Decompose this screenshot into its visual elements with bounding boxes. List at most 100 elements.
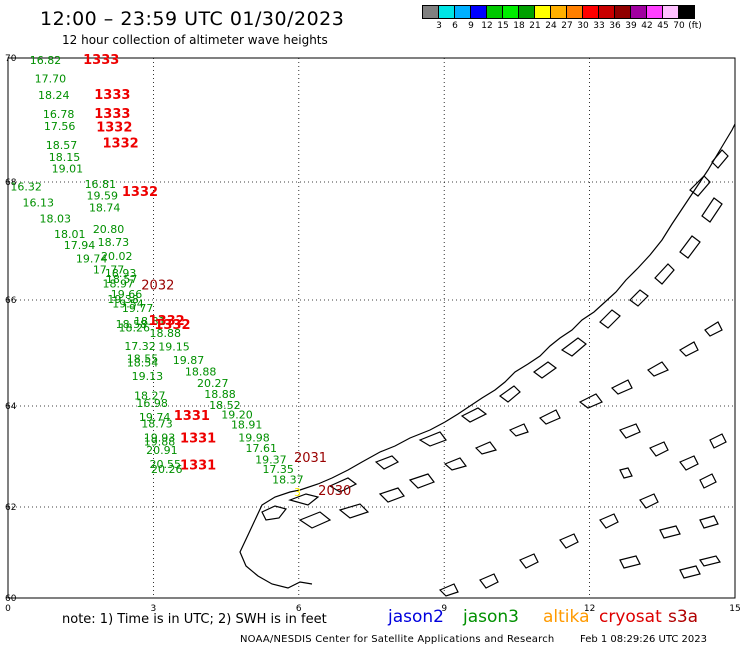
coast-fragment xyxy=(610,379,633,395)
jason3-wave-height: 18.52 xyxy=(209,399,241,412)
jason3-wave-height: 20.02 xyxy=(101,250,133,263)
coast-fragment xyxy=(578,393,603,409)
coast-fragment xyxy=(699,473,717,489)
coast-fragment xyxy=(261,505,288,521)
jason3-wave-height: 19.87 xyxy=(173,354,205,367)
cryosat-wave-height: 1332 xyxy=(122,185,158,200)
color-scale-swatch xyxy=(678,5,695,19)
map-frame xyxy=(7,57,736,599)
cryosat-wave-height: 1333 xyxy=(94,88,130,103)
mission-legend-altika: altika xyxy=(543,607,590,627)
cryosat-wave-height: 1333 xyxy=(83,53,119,68)
coast-fragment xyxy=(288,493,320,506)
mission-legend-jason2: jason2 xyxy=(388,607,444,627)
coast-fragment xyxy=(689,175,711,197)
coast-fragment xyxy=(711,149,729,169)
jason3-wave-height: 18.58 xyxy=(116,318,148,331)
jason3-wave-height: 18.73 xyxy=(98,236,130,249)
color-scale-label: 24 xyxy=(545,21,557,31)
coast-fragment xyxy=(328,477,358,493)
jason3-wave-height: 18.15 xyxy=(49,151,81,164)
coast-fragment xyxy=(647,361,669,377)
jason3-wave-height: 19.20 xyxy=(221,409,253,422)
jason3-wave-height: 18.88 xyxy=(185,366,217,379)
jason3-wave-height: 20.80 xyxy=(93,223,125,236)
jason3-wave-height: 19.77 xyxy=(122,302,154,315)
jason3-wave-height: 20.26 xyxy=(151,463,183,476)
jason3-wave-height: 18.97 xyxy=(103,277,135,290)
jason3-wave-height: 18.81 xyxy=(134,315,166,328)
jason3-wave-height: 19.98 xyxy=(238,431,270,444)
x-tick-label: 6 xyxy=(296,604,302,614)
jason3-wave-height: 18.37 xyxy=(272,474,304,487)
color-scale-label: 12 xyxy=(481,21,493,31)
coast-fragment xyxy=(298,511,332,529)
x-tick-label: 15 xyxy=(729,604,740,614)
coast-fragment xyxy=(438,583,459,597)
color-scale-label: 42 xyxy=(641,21,653,31)
jason3-wave-height: 18.24 xyxy=(38,89,70,102)
cryosat-wave-height: 1332 xyxy=(103,137,139,152)
jason3-wave-height: 20.27 xyxy=(197,377,229,390)
page-subtitle: 12 hour collection of altimeter wave hei… xyxy=(62,33,328,47)
axis-tick-labels: 0 3 6 9 12 15 70 68 66 64 62 60 xyxy=(5,54,740,614)
footer-timestamp: Feb 1 08:29:26 UTC 2023 xyxy=(580,634,707,645)
color-scale-label: 45 xyxy=(657,21,669,31)
x-tick-label: 12 xyxy=(584,604,595,614)
coast-fragment xyxy=(679,341,699,357)
cryosat-wave-height: 1332 xyxy=(149,314,185,329)
coast-fragment xyxy=(338,503,370,519)
y-tick-label: 60 xyxy=(5,594,17,604)
x-tick-label: 9 xyxy=(441,604,447,614)
jason3-wave-height: 16.98 xyxy=(136,397,168,410)
coast-fragment xyxy=(560,337,587,357)
map-grid xyxy=(7,57,736,599)
coast-fragment xyxy=(460,407,488,423)
color-scale-swatches xyxy=(422,5,695,19)
cryosat-wave-height: 1331 xyxy=(174,409,210,424)
jason3-wave-height: 19.38 xyxy=(107,293,138,306)
color-scale-label: (ft) xyxy=(688,21,702,31)
jason3-wave-height: 18.27 xyxy=(134,389,166,402)
jason3-wave-height: 18.03 xyxy=(40,213,72,226)
page-title: 12:00 – 23:59 UTC 01/30/2023 xyxy=(40,8,345,30)
cryosat-wave-height: 1332 xyxy=(96,120,132,135)
jason3-wave-height: 17.61 xyxy=(245,442,277,455)
mission-legend-cryosat: cryosat xyxy=(599,607,662,627)
jason3-wave-height: 16.81 xyxy=(85,178,117,191)
coast-fragment xyxy=(679,235,701,259)
observations-layer: 16.8217.7018.2416.7817.5618.5718.1519.01… xyxy=(10,53,351,499)
y-tick-label: 70 xyxy=(5,54,17,64)
color-scale-label: 30 xyxy=(577,21,589,31)
jason3-wave-height: 18.26 xyxy=(119,322,151,335)
mission-legend-jason3: jason3 xyxy=(463,607,519,627)
coast-fragment xyxy=(699,515,719,529)
coast-fragment xyxy=(599,309,621,329)
jason3-wave-height: 20.91 xyxy=(146,444,178,457)
jason3-wave-height: 17.94 xyxy=(64,239,95,252)
color-scale-label: 9 xyxy=(468,21,474,31)
cryosat-wave-height-dark: 2031 xyxy=(294,451,327,466)
footer-credit: NOAA/NESDIS Center for Satellite Applica… xyxy=(240,634,555,645)
coast-fragment xyxy=(418,431,447,447)
y-tick-label: 62 xyxy=(5,503,16,513)
jason3-wave-height: 18.55 xyxy=(127,352,159,365)
coast-fragment xyxy=(538,409,561,425)
jason3-wave-height: 17.35 xyxy=(262,463,294,476)
coast-fragment xyxy=(679,565,701,579)
cryosat-wave-height: 1332 xyxy=(154,318,190,333)
jason3-wave-height: 18.74 xyxy=(89,201,121,214)
jason3-wave-height: 17.56 xyxy=(44,120,76,133)
color-scale-label: 39 xyxy=(625,21,637,31)
y-tick-label: 66 xyxy=(5,296,17,306)
jason3-wave-height: 19.93 xyxy=(144,431,176,444)
color-scale-label: 3 xyxy=(436,21,442,31)
mission-legend-s3a: s3a xyxy=(668,607,699,627)
jason3-wave-height: 18.88 xyxy=(150,327,182,340)
coast-fragment xyxy=(629,289,649,307)
coast-fragment xyxy=(479,573,499,589)
jason3-wave-height: 18.93 xyxy=(105,267,137,280)
coast-fragment xyxy=(408,473,435,489)
coast-fragment xyxy=(532,361,558,379)
cryosat-wave-height: 1333 xyxy=(94,107,130,122)
